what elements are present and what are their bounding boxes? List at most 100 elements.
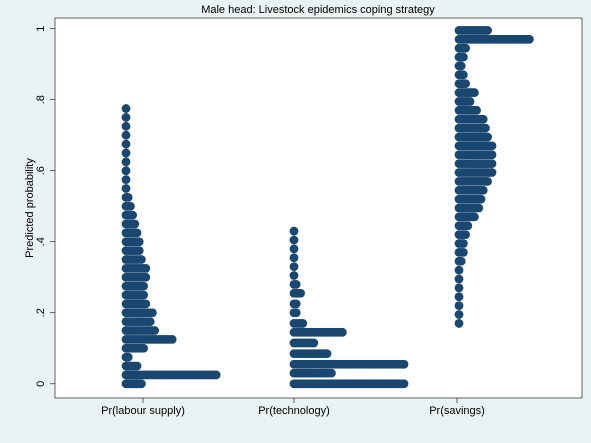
dot [134, 246, 144, 256]
dot [470, 212, 479, 222]
dot [476, 194, 486, 204]
dot-row [121, 219, 140, 229]
dot [309, 338, 319, 348]
dot-row [121, 210, 138, 220]
dot [487, 168, 497, 177]
dot-row [121, 272, 151, 282]
dot [327, 368, 336, 378]
dot-row [121, 255, 146, 264]
dot [399, 379, 409, 389]
dot [141, 299, 151, 309]
dot [130, 219, 140, 229]
dot-row [121, 113, 131, 122]
dot-row [121, 184, 131, 193]
dot-row [289, 271, 299, 280]
y-axis-label: Predicted probability [24, 158, 36, 258]
dot [121, 184, 131, 193]
dot-row [454, 79, 470, 89]
dot [454, 292, 464, 302]
dot-row [454, 212, 479, 222]
dot-row [121, 228, 142, 238]
dot-row [454, 301, 464, 311]
dot-row [454, 221, 473, 231]
dot [487, 159, 497, 169]
dot-row [454, 185, 488, 195]
dot [454, 319, 464, 328]
dot [289, 226, 299, 236]
dot-row [454, 265, 464, 275]
dot-row [121, 139, 131, 149]
dot [137, 379, 146, 389]
dot [125, 201, 135, 211]
dot-row [454, 247, 468, 257]
dot [145, 317, 155, 327]
dot [459, 239, 468, 248]
dot [487, 141, 497, 151]
dot [121, 130, 131, 140]
x-tick-label: Pr(labour supply) [101, 405, 185, 417]
dot-row [454, 168, 497, 177]
dot [461, 43, 470, 53]
dot [128, 210, 138, 220]
dot [481, 123, 490, 133]
dot [150, 326, 160, 335]
dot [483, 176, 492, 186]
dot [296, 288, 305, 298]
y-tick-label: .2 [35, 308, 47, 317]
dot [459, 52, 468, 62]
dot [289, 235, 299, 245]
dot-row [121, 104, 131, 113]
dot [483, 26, 492, 35]
dot-row [289, 349, 332, 359]
dot [139, 290, 149, 300]
y-tick-label: 0 [35, 381, 47, 387]
dot [454, 301, 464, 311]
dot [291, 279, 301, 289]
dot [121, 104, 131, 113]
dot-row [454, 176, 492, 186]
dot-row [289, 319, 308, 328]
dot-row [289, 327, 347, 337]
dot [211, 370, 221, 380]
dot-row [121, 281, 149, 291]
dot [139, 343, 149, 353]
dot [483, 132, 492, 142]
dot [289, 262, 299, 271]
x-tick-label: Pr(savings) [429, 405, 485, 417]
dot [478, 185, 488, 195]
dot [487, 150, 497, 160]
dot [461, 79, 470, 89]
dot [141, 263, 151, 273]
dot [121, 148, 131, 158]
y-tick-label: 1 [35, 26, 47, 32]
dot-row [454, 292, 464, 302]
dot [454, 310, 464, 319]
dot [121, 121, 131, 131]
dot-row [454, 283, 464, 293]
dot [289, 244, 299, 254]
dot [456, 256, 466, 266]
dot-row [121, 361, 142, 371]
chart-title: Male head: Livestock epidemics coping st… [201, 4, 435, 16]
dot [399, 359, 409, 369]
dot-row [454, 274, 464, 284]
dot-row [121, 326, 160, 335]
dot-row [121, 352, 133, 362]
dot-row [454, 150, 497, 160]
dot-row [289, 379, 409, 389]
dot-row [454, 105, 481, 115]
dot [459, 70, 468, 80]
dot-row [454, 256, 466, 266]
dot-row [121, 308, 157, 318]
dot-row [454, 43, 470, 53]
dot [338, 327, 347, 337]
dot-row [121, 379, 146, 389]
dot-row [454, 52, 468, 62]
dot-row [121, 343, 149, 353]
dot-row [289, 235, 299, 245]
dot-row [289, 299, 301, 309]
dot [454, 283, 464, 293]
dot-row [454, 203, 484, 213]
dot [525, 34, 534, 44]
